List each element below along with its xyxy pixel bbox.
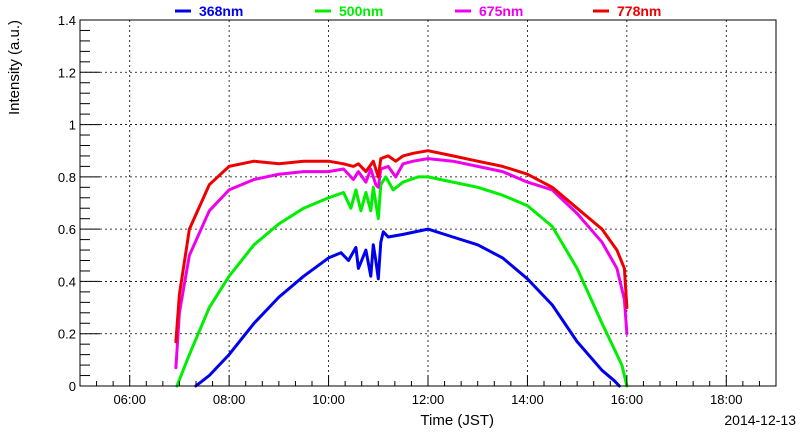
y-tick-label: 1.4 <box>58 13 76 28</box>
x-tick-label: 16:00 <box>611 392 644 407</box>
legend-label-368nm: 368nm <box>199 3 243 19</box>
y-axis-title: Intensity (a.u.) <box>6 20 23 115</box>
axis-ticks: 06:00 08:00 10:00 12:00 14:00 16:00 18:00 0 0.2 0… <box>58 13 777 407</box>
x-tick-label: 18:00 <box>710 392 743 407</box>
y-tick-label: 0.4 <box>58 274 76 289</box>
x-axis-title: Time (JST) <box>420 412 494 429</box>
grid <box>80 20 776 386</box>
x-tick-label: 06:00 <box>113 392 146 407</box>
date-label: 2014-12-13 <box>724 412 796 428</box>
x-tick-label: 14:00 <box>511 392 544 407</box>
y-tick-label: 0.6 <box>58 222 76 237</box>
y-tick-label: 1.2 <box>58 65 76 80</box>
legend-label-500nm: 500nm <box>339 3 383 19</box>
x-tick-label: 12:00 <box>412 392 445 407</box>
series-line-368nm <box>194 227 621 388</box>
series-line-675nm <box>174 157 629 370</box>
legend-label-778nm: 778nm <box>617 3 661 19</box>
series-line-500nm <box>175 175 629 388</box>
y-tick-label: 0.8 <box>58 170 76 185</box>
y-tick-label: 0.2 <box>58 327 76 342</box>
series-layer <box>174 149 629 388</box>
legend-label-675nm: 675nm <box>479 3 523 19</box>
x-tick-label: 10:00 <box>312 392 345 407</box>
y-tick-label: 1 <box>69 118 76 133</box>
legend: 368nm 500nm 675nm 778nm <box>175 3 661 19</box>
y-tick-label: 0 <box>69 379 76 394</box>
series-line-778nm <box>174 149 629 344</box>
x-tick-label: 08:00 <box>213 392 246 407</box>
